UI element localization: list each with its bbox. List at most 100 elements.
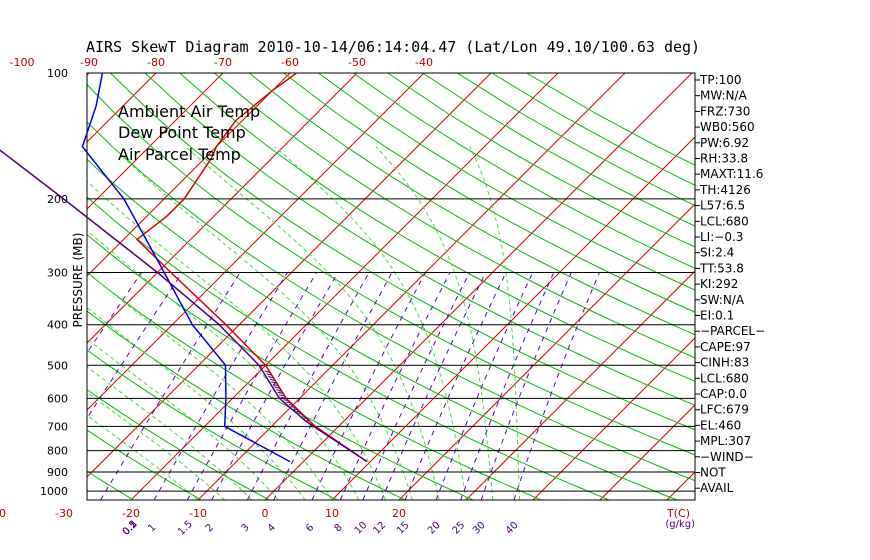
isotherm-line (87, 73, 358, 344)
index-label: AVAIL (700, 481, 734, 495)
dry-adiabat-line (248, 73, 695, 336)
index-label: EI:0.1 (700, 309, 734, 323)
dry-adiabat-line (87, 196, 610, 500)
index-label: FRZ:730 (700, 104, 750, 118)
pressure-tick-label: 600 (47, 392, 68, 405)
mixing-ratio-tick-label: 2 (204, 522, 216, 534)
index-label: PW:6.92 (700, 136, 749, 150)
pressure-tick-label: 900 (47, 466, 68, 479)
cape-hatch (271, 381, 277, 384)
index-label: SW:N/A (700, 293, 745, 307)
cape-hatch (268, 376, 274, 379)
index-label: LCL:680 (700, 371, 749, 385)
mixing-ratio-line (513, 272, 600, 500)
mixing-ratio-tick-label: 6 (304, 522, 316, 534)
mixing-ratio-line (211, 272, 339, 500)
pressure-tick-label: 200 (47, 193, 68, 206)
index-label: KI:292 (700, 277, 738, 291)
moist-adiabat-line (87, 414, 199, 500)
mixing-ratio-line (480, 272, 572, 500)
isotherm-line (532, 337, 695, 500)
mixing-ratio-tick-label: 10 (353, 520, 370, 537)
index-label: CINH:83 (700, 356, 749, 370)
mixing-ratio-line (273, 272, 393, 500)
index-label: −WIND− (700, 450, 754, 464)
cape-hatch (277, 391, 284, 394)
cape-hatch (272, 384, 279, 387)
dry-adiabat-line (491, 73, 695, 186)
cape-hatch (286, 401, 292, 404)
mixing-ratio-line (153, 272, 288, 500)
index-label: RH:33.8 (700, 152, 748, 166)
data-series (0, 72, 368, 463)
mixing-ratio-tick-label: 0.5 (121, 519, 140, 538)
isotherm-line (331, 136, 695, 500)
legend-dewpoint: Dew Point Temp (118, 123, 246, 142)
dry-adiabat-line (0, 73, 66, 500)
moist-adiabat-line (87, 306, 306, 500)
cape-hatch (296, 410, 301, 413)
isotherm-line (130, 73, 559, 500)
dry-adiabat-line (144, 73, 695, 406)
bottom-temp-tick-label: 0 (262, 507, 269, 520)
index-label: TP:100 (699, 73, 742, 87)
isotherm-line (0, 73, 22, 500)
index-label: LFC:679 (700, 403, 749, 417)
mixing-ratio-tick-label: 1 (146, 522, 158, 534)
top-temp-tick-label: -80 (147, 56, 165, 69)
bottom-temp-tick-label: -40 (0, 507, 6, 520)
dry-adiabat-line (87, 271, 474, 500)
top-temp-tick-label: -60 (281, 56, 299, 69)
cape-hatch (279, 394, 285, 397)
index-label: MPL:307 (700, 434, 751, 448)
temp-unit-label: T(C) (666, 507, 690, 520)
pressure-tick-label: 400 (47, 319, 68, 332)
mixing-unit-label: (g/kg) (665, 519, 695, 530)
moist-adiabat-line (469, 146, 521, 500)
index-label: CAPE:97 (700, 340, 751, 354)
bottom-temp-tick-label: -20 (122, 507, 140, 520)
cape-hatch (294, 408, 299, 411)
cape-hatch (301, 415, 306, 418)
mixing-ratio-tick-label: 40 (504, 520, 521, 537)
mixing-ratio-tick-label: 12 (371, 520, 388, 537)
mixing-ratio-line (460, 272, 555, 500)
y-axis-label: PRESSURE (MB) (71, 233, 85, 328)
axes: 1002003004005006007008009001000PRESSURE … (0, 56, 695, 538)
index-label: TH:4126 (699, 183, 751, 197)
mixing-ratio-line (404, 272, 507, 500)
mixing-ratio-tick-label: 15 (395, 520, 412, 537)
cape-hatch (264, 370, 271, 373)
mixing-ratio-line (311, 272, 426, 500)
mixing-ratio-line (246, 272, 370, 500)
moist-adiabat-line (87, 338, 279, 500)
index-label: SI:2.4 (700, 246, 734, 260)
pressure-tick-label: 1000 (40, 485, 68, 498)
cape-hatch (280, 396, 287, 399)
bottom-temp-tick-label: -30 (55, 507, 73, 520)
bottom-temp-tick-label: 20 (392, 507, 406, 520)
moist-adiabat-line (87, 271, 333, 500)
isotherm-line (87, 73, 224, 210)
dry-adiabat-line (179, 73, 695, 382)
mixing-ratio-tick-label: 30 (471, 520, 488, 537)
dry-adiabat-line (283, 73, 695, 313)
pressure-tick-label: 800 (47, 445, 68, 458)
mixing-ratio-line (435, 272, 534, 500)
dry-adiabat-line (87, 429, 202, 500)
bottom-temp-tick-label: 10 (325, 507, 339, 520)
legend: Ambient Air Temp Dew Point Temp Air Parc… (118, 102, 260, 164)
mixing-ratio-line (339, 272, 451, 500)
mixing-ratio-tick-label: 1.5 (176, 519, 195, 538)
parcel-line (0, 149, 368, 463)
index-label: TT:53.8 (699, 261, 744, 275)
isotherm-line (599, 404, 695, 500)
legend-ambient: Ambient Air Temp (118, 102, 260, 121)
isotherm-line (197, 73, 626, 500)
isotherm-line (666, 471, 695, 500)
cape-hatch (274, 386, 281, 389)
mixing-ratio-tick-label: 25 (451, 520, 468, 537)
dry-adiabat-line (110, 73, 695, 431)
